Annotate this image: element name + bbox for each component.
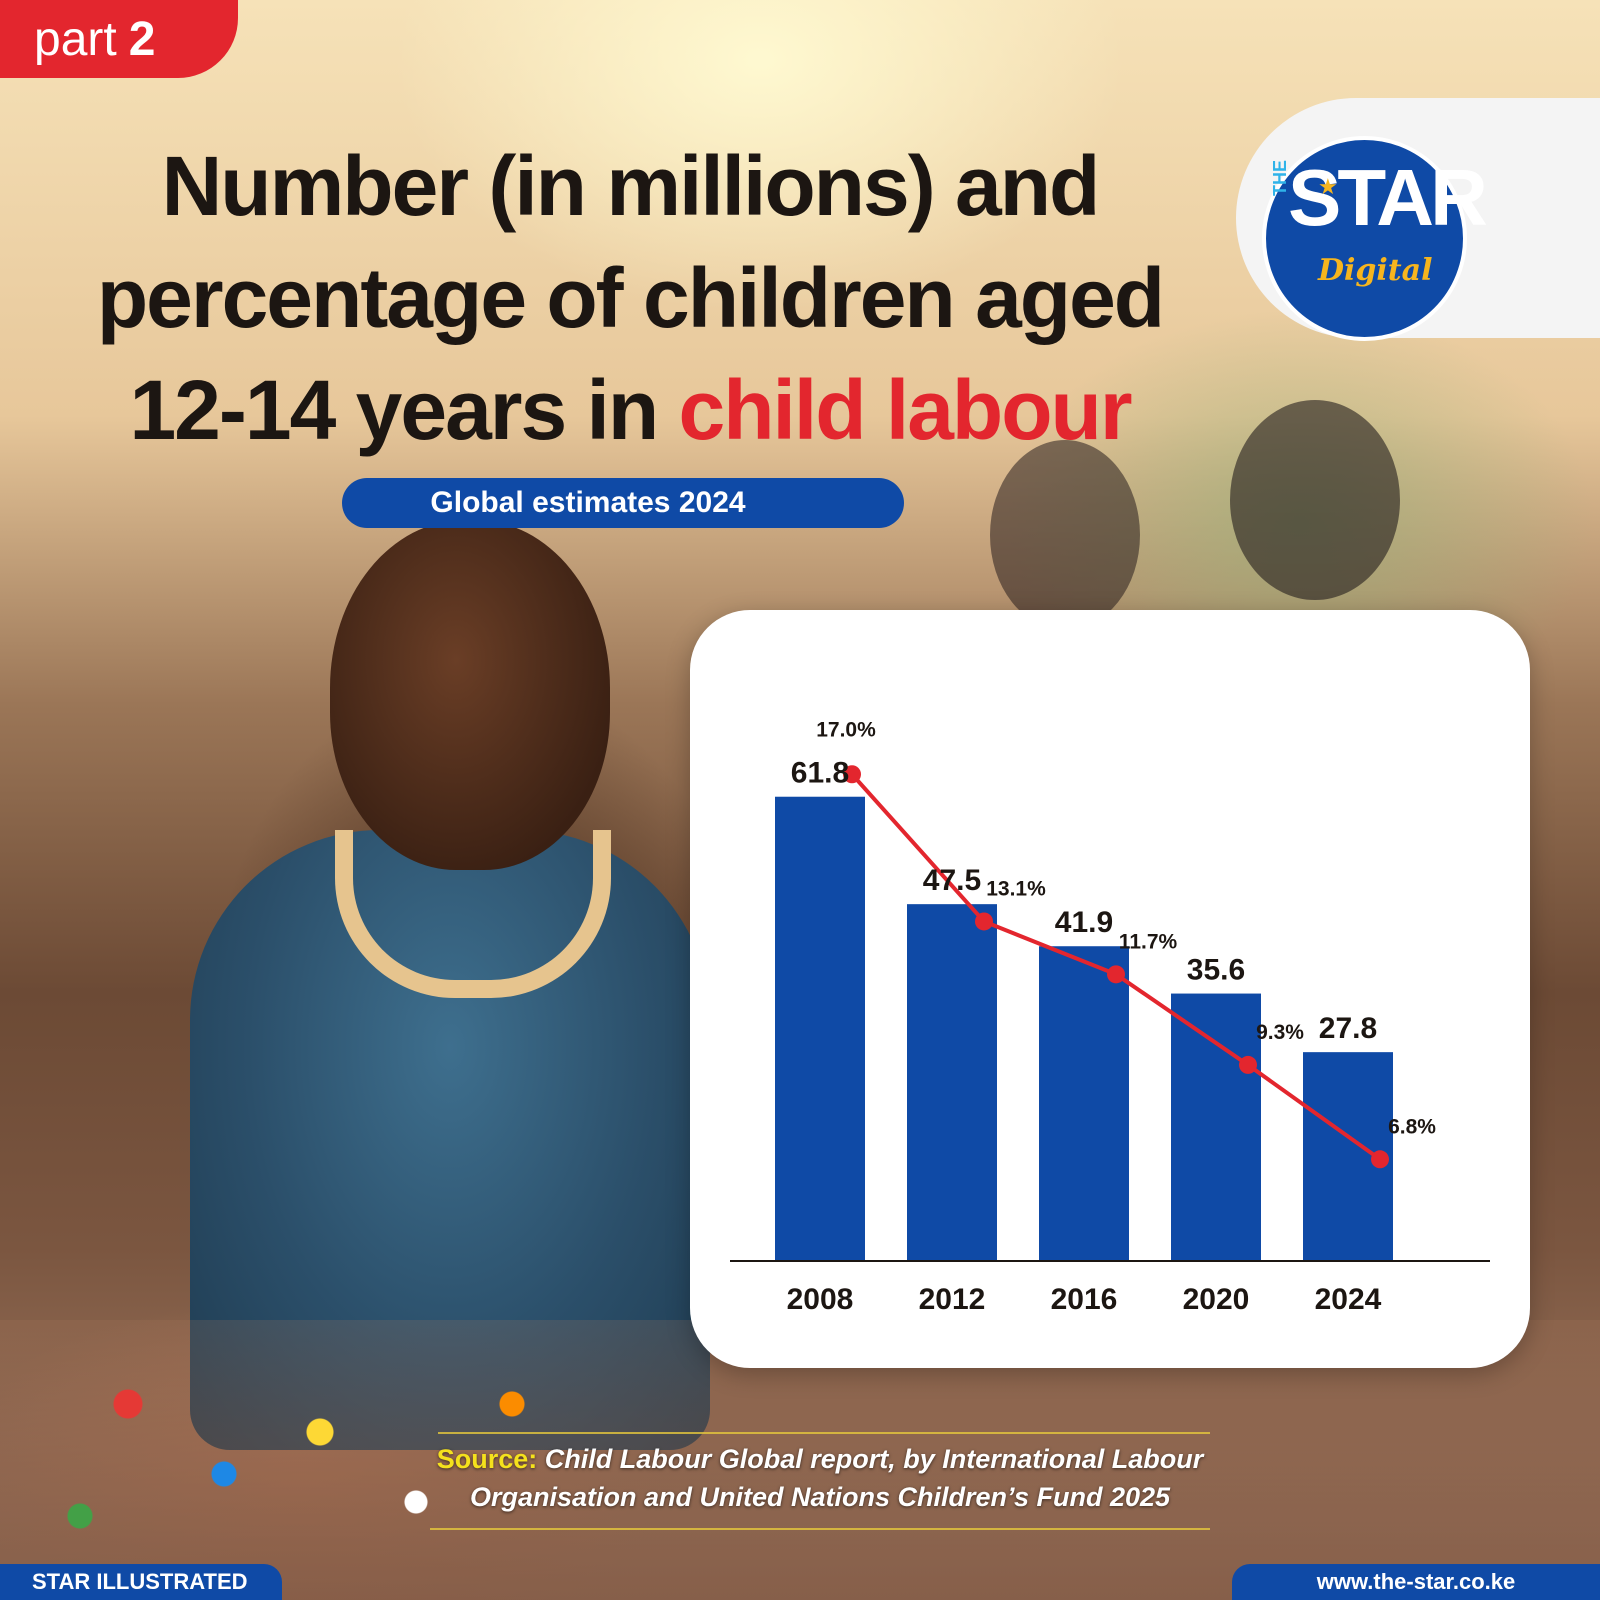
footer-website-link[interactable]: www.the-star.co.ke <box>1232 1564 1600 1600</box>
star-icon: ★ <box>1318 174 1338 199</box>
logo-digital: Digital <box>1318 253 1433 288</box>
star-logo <box>1262 136 1467 341</box>
title-line-1: Number (in millions) and <box>161 139 1101 233</box>
child-head <box>330 520 610 870</box>
subtitle-text: Global estimates 2024 <box>430 486 746 519</box>
x-tick-label: 2016 <box>1051 1283 1118 1316</box>
background-figure <box>1230 400 1400 600</box>
footer-brand-text: STAR ILLUSTRATED <box>32 1569 248 1594</box>
chart: 61.8 47.5 41.9 35.6 27.8 17.0% 13.1% 11.7% 9.3% 6… <box>730 718 1490 1316</box>
part-word: part <box>34 12 117 66</box>
percentage-label: 13.1% <box>986 877 1046 900</box>
page-title: Number (in millions) and percentage of c… <box>40 130 1220 466</box>
bar-2012 <box>907 904 997 1261</box>
x-tick-label: 2008 <box>787 1283 854 1316</box>
bar-value-label: 47.5 <box>923 864 981 897</box>
percentage-label: 9.3% <box>1256 1021 1304 1044</box>
percentage-point-2012 <box>975 912 993 931</box>
bar-2008 <box>775 796 865 1261</box>
part-number: 2 <box>128 12 156 66</box>
bar-value-label: 41.9 <box>1055 906 1113 939</box>
x-tick-label: 2020 <box>1183 1283 1250 1316</box>
bar-2016 <box>1039 946 1129 1261</box>
title-line-2: percentage of children aged <box>96 251 1165 345</box>
percentage-label: 17.0% <box>816 718 876 741</box>
source-divider <box>438 1432 1210 1434</box>
background-figure <box>990 440 1140 630</box>
bar-value-label: 27.8 <box>1319 1012 1377 1045</box>
part-badge: part 2 <box>0 0 238 78</box>
chart-card: 61.8 47.5 41.9 35.6 27.8 17.0% 13.1% 11.7% 9.3% 6… <box>690 610 1530 1368</box>
source-label: Source: <box>436 1444 538 1474</box>
footer-brand: STAR ILLUSTRATED <box>0 1564 282 1600</box>
percentage-point-2016 <box>1107 965 1125 984</box>
subtitle-pill: Global estimates 2024 <box>342 478 904 528</box>
percentage-point-2008 <box>843 765 861 784</box>
x-tick-label: 2024 <box>1315 1283 1382 1316</box>
source-text: Child Labour Global report, by Internati… <box>469 1444 1204 1512</box>
x-tick-label: 2012 <box>919 1283 986 1316</box>
title-highlight: child labour <box>678 363 1133 457</box>
percentage-point-2020 <box>1239 1055 1257 1074</box>
title-line-3-prefix: 12-14 years in <box>129 363 679 457</box>
logo-star: STAR <box>1288 153 1488 242</box>
percentage-label: 11.7% <box>1119 930 1178 953</box>
footer-website-text: www.the-star.co.ke <box>1316 1569 1516 1594</box>
bar-value-label: 35.6 <box>1187 954 1245 987</box>
bar-2020 <box>1171 993 1261 1261</box>
percentage-point-2024 <box>1371 1150 1389 1169</box>
percentage-label: 6.8% <box>1388 1115 1436 1138</box>
source-note: Source: Child Labour Global report, by I… <box>430 1440 1210 1530</box>
bar-value-label: 61.8 <box>791 757 849 790</box>
